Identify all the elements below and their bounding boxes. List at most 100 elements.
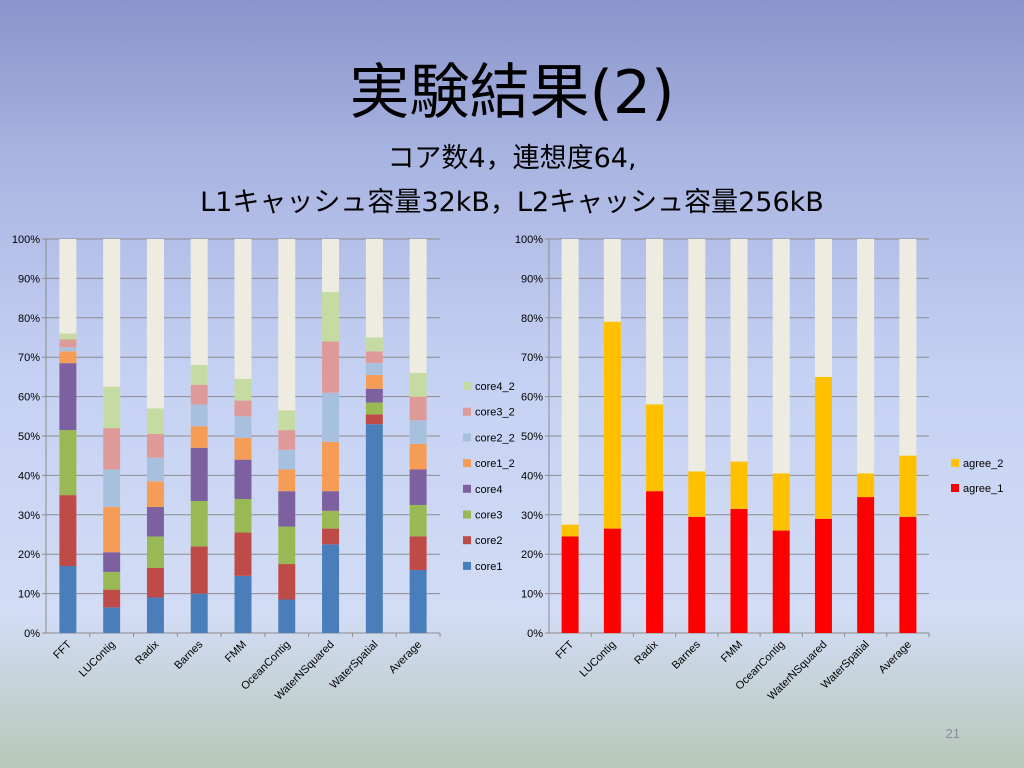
bar-core3 <box>190 501 208 547</box>
bar-core3_2 <box>365 351 383 364</box>
y-tick-label: 90% <box>521 273 543 285</box>
slide-subtitle-line1: コア数4，連想度64, <box>387 143 637 174</box>
bar-core1 <box>409 569 427 633</box>
bar-agree_2 <box>561 524 579 537</box>
bar-core4_2 <box>234 378 252 401</box>
bar-core3_2 <box>409 396 427 421</box>
bar-core4 <box>234 459 252 500</box>
bar-core4 <box>190 447 208 502</box>
bar-core4 <box>103 552 121 572</box>
y-tick-label: 0% <box>527 628 543 640</box>
legend-label-core2_2: core2_2 <box>475 432 515 444</box>
bar-core3 <box>103 571 121 590</box>
bar-core4_2 <box>59 333 77 340</box>
legend-label-agree_1: agree_1 <box>963 483 1003 495</box>
bar-core1 <box>365 424 383 633</box>
y-tick-label: 40% <box>18 470 40 482</box>
legend-label-core3: core3 <box>475 510 503 522</box>
legend-swatch-core3_2 <box>463 407 471 416</box>
page-number: 21 <box>945 726 960 741</box>
x-tick-label: Radix <box>632 638 661 667</box>
x-tick-label: Average <box>877 639 914 676</box>
bar-core4_2 <box>409 372 427 397</box>
legend-label-core4_2: core4_2 <box>475 381 515 393</box>
bar-core4 <box>59 363 77 431</box>
bar-core4_2 <box>278 410 296 431</box>
bar-agree_2 <box>646 404 664 492</box>
bar-core3 <box>234 499 252 533</box>
y-tick-label: 80% <box>18 313 40 325</box>
legend-label-agree_2: agree_2 <box>963 458 1003 470</box>
legend-label-core3_2: core3_2 <box>475 407 515 419</box>
bar-core2 <box>103 589 121 608</box>
bar-core1_2 <box>409 443 427 470</box>
bar-core3 <box>322 510 340 529</box>
bar-core4_2 <box>322 292 340 342</box>
bar-core1 <box>322 544 340 633</box>
bar-core4 <box>146 506 164 537</box>
bar-core2_2 <box>103 469 121 507</box>
bar-core2_2 <box>190 404 208 427</box>
y-tick-label: 10% <box>521 589 543 601</box>
y-tick-label: 30% <box>521 510 543 522</box>
bar-agree_2 <box>603 321 621 529</box>
bar-core3_2 <box>190 384 208 405</box>
bar-core3_2 <box>146 434 164 458</box>
bar-core3 <box>59 430 77 496</box>
y-tick-label: 70% <box>18 352 40 364</box>
y-tick-label: 60% <box>521 392 543 404</box>
bar-core2_2 <box>278 449 296 470</box>
legend-swatch-core2_2 <box>463 433 471 442</box>
bar-core1 <box>103 607 121 633</box>
y-tick-label: 20% <box>18 549 40 561</box>
bar-core1 <box>278 599 296 633</box>
bar-agree_2 <box>772 473 790 531</box>
bar-core3 <box>278 526 296 565</box>
bar-agree_1 <box>730 508 748 633</box>
bar-core3 <box>409 504 427 537</box>
legend-swatch-core1_2 <box>463 459 471 468</box>
bar-core2 <box>59 495 77 567</box>
bar-core2 <box>409 536 427 570</box>
bar-core2_2 <box>409 420 427 444</box>
y-tick-label: 50% <box>521 431 543 443</box>
bar-agree_2 <box>814 376 832 519</box>
bar-core2 <box>322 528 340 545</box>
y-tick-label: 60% <box>18 392 40 404</box>
y-tick-label: 30% <box>18 510 40 522</box>
bar-core1_2 <box>190 426 208 448</box>
bar-core1_2 <box>103 506 121 553</box>
bar-core3_2 <box>103 428 121 470</box>
y-tick-label: 100% <box>515 234 543 246</box>
bar-core1_2 <box>365 374 383 389</box>
bar-core4_2 <box>190 365 208 385</box>
bar-core2_2 <box>322 392 340 442</box>
bar-agree_1 <box>688 516 706 633</box>
bar-agree_1 <box>772 530 790 633</box>
bar-core1_2 <box>146 481 164 507</box>
bar-agree_1 <box>603 528 621 633</box>
legend-swatch-core1 <box>463 561 471 570</box>
bar-core2 <box>190 546 208 594</box>
bar-core1 <box>234 575 252 633</box>
bar-core3_2 <box>322 341 340 393</box>
bar-core2_2 <box>146 457 164 482</box>
bar-agree_2 <box>899 455 917 517</box>
bar-core3 <box>146 536 164 568</box>
bar-core4 <box>365 388 383 403</box>
y-tick-label: 90% <box>18 273 40 285</box>
bar-core4_2 <box>103 386 121 429</box>
legend-swatch-core3 <box>463 510 471 519</box>
bar-agree_2 <box>730 461 748 509</box>
bar-core2_2 <box>365 363 383 375</box>
bar-core1_2 <box>59 351 77 364</box>
legend-swatch-core4_2 <box>463 382 471 390</box>
bar-agree_1 <box>646 491 664 633</box>
bar-agree_1 <box>899 516 917 633</box>
bar-agree_1 <box>857 497 875 633</box>
x-tick-label: LUContig <box>578 639 619 680</box>
y-tick-label: 0% <box>24 628 40 640</box>
legend-label-core2: core2 <box>475 535 503 547</box>
bar-agree_1 <box>814 518 832 633</box>
